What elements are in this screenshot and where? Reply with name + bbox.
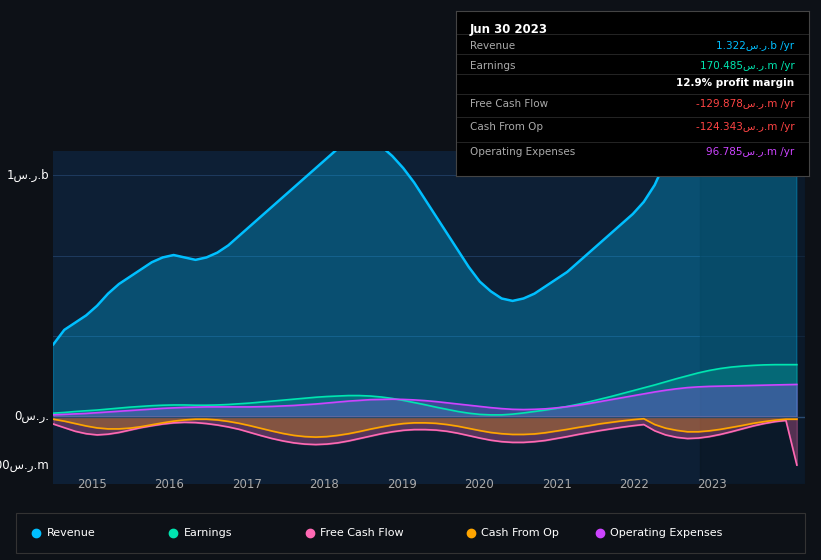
Text: 2017: 2017: [232, 478, 262, 491]
Bar: [700, 151, 805, 484]
Text: Jun 30 2023: Jun 30 2023: [470, 23, 548, 36]
Text: -129.878س.ر.m /yr: -129.878س.ر.m /yr: [696, 99, 795, 109]
Text: Cash From Op: Cash From Op: [481, 529, 559, 538]
Text: 2023: 2023: [697, 478, 727, 491]
Text: 1س.ر.b: 1س.ر.b: [7, 169, 49, 182]
Text: Earnings: Earnings: [184, 529, 232, 538]
Text: -200س.ر.m: -200س.ر.m: [0, 459, 49, 472]
Text: Cash From Op: Cash From Op: [470, 122, 543, 132]
Text: Revenue: Revenue: [470, 41, 515, 51]
Text: Revenue: Revenue: [47, 529, 95, 538]
Text: 0س.ر.: 0س.ر.: [15, 410, 49, 423]
Text: Free Cash Flow: Free Cash Flow: [470, 99, 548, 109]
Text: 2016: 2016: [154, 478, 185, 491]
Text: 170.485س.ر.m /yr: 170.485س.ر.m /yr: [699, 61, 795, 71]
Text: Free Cash Flow: Free Cash Flow: [320, 529, 404, 538]
Text: 2022: 2022: [619, 478, 649, 491]
Text: 2019: 2019: [387, 478, 417, 491]
Text: 12.9% profit margin: 12.9% profit margin: [677, 78, 795, 88]
Text: -124.343س.ر.m /yr: -124.343س.ر.m /yr: [696, 122, 795, 132]
Text: 2018: 2018: [310, 478, 339, 491]
Bar: [16, 514, 805, 553]
Text: 2015: 2015: [77, 478, 107, 491]
Text: Operating Expenses: Operating Expenses: [610, 529, 722, 538]
Text: 2021: 2021: [542, 478, 571, 491]
Text: 1.322س.ر.b /yr: 1.322س.ر.b /yr: [717, 41, 795, 51]
Text: 2020: 2020: [465, 478, 494, 491]
Text: Operating Expenses: Operating Expenses: [470, 147, 575, 157]
Text: Earnings: Earnings: [470, 61, 516, 71]
Text: 96.785س.ر.m /yr: 96.785س.ر.m /yr: [706, 147, 795, 157]
